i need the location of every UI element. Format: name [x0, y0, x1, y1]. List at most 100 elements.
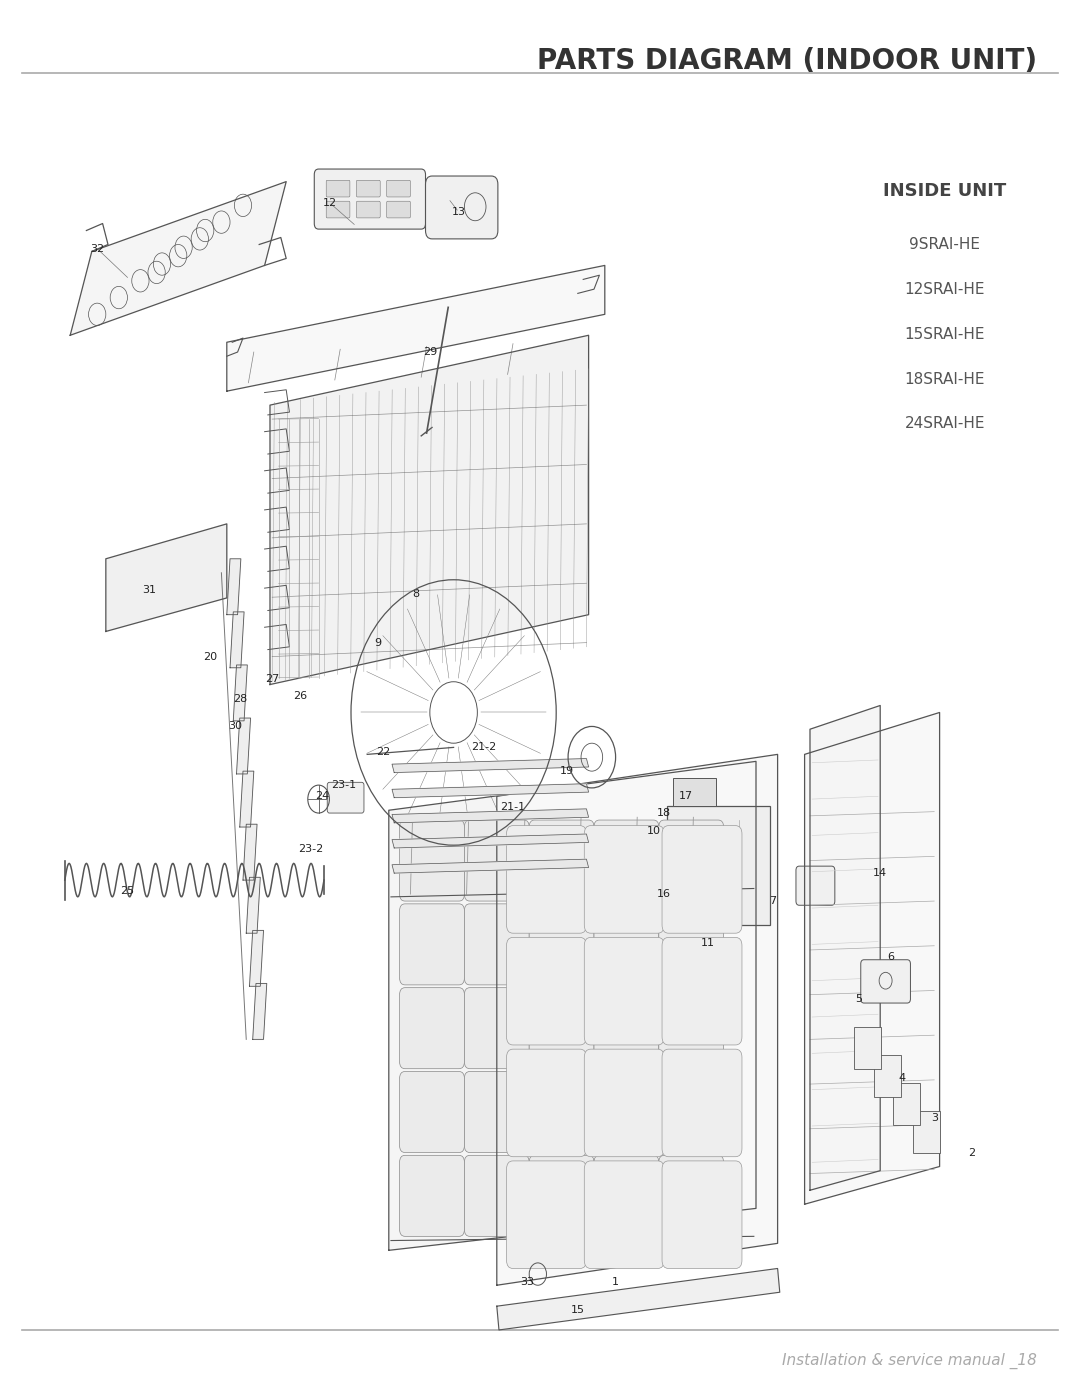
Text: 2: 2 [969, 1147, 975, 1158]
Text: 14: 14 [873, 868, 888, 879]
Text: 24SRAI-HE: 24SRAI-HE [905, 416, 985, 432]
Polygon shape [246, 877, 260, 933]
FancyBboxPatch shape [356, 180, 380, 197]
Polygon shape [106, 524, 227, 631]
Text: PARTS DIAGRAM (INDOOR UNIT): PARTS DIAGRAM (INDOOR UNIT) [537, 47, 1037, 75]
FancyBboxPatch shape [387, 180, 410, 197]
Polygon shape [253, 983, 267, 1039]
FancyBboxPatch shape [673, 778, 716, 806]
Polygon shape [227, 265, 605, 391]
FancyBboxPatch shape [659, 820, 724, 901]
Text: 6: 6 [888, 951, 894, 963]
Text: 23-1: 23-1 [330, 780, 356, 791]
Text: 13: 13 [453, 207, 465, 218]
FancyBboxPatch shape [662, 826, 742, 933]
FancyBboxPatch shape [464, 988, 529, 1069]
Text: 9SRAI-HE: 9SRAI-HE [909, 237, 981, 253]
Polygon shape [233, 665, 247, 721]
Polygon shape [392, 784, 589, 798]
FancyBboxPatch shape [659, 1071, 724, 1153]
Text: 28: 28 [232, 693, 247, 704]
Text: 11: 11 [701, 937, 714, 949]
FancyBboxPatch shape [356, 201, 380, 218]
Text: 33: 33 [521, 1277, 534, 1288]
Text: 18: 18 [657, 807, 672, 819]
Polygon shape [392, 809, 589, 823]
Text: 7: 7 [769, 895, 775, 907]
FancyBboxPatch shape [584, 1161, 664, 1268]
Polygon shape [389, 761, 756, 1250]
Text: 5: 5 [855, 993, 862, 1004]
FancyBboxPatch shape [507, 937, 586, 1045]
Text: 23-2: 23-2 [298, 844, 324, 855]
FancyBboxPatch shape [594, 1155, 659, 1236]
FancyBboxPatch shape [326, 201, 350, 218]
FancyBboxPatch shape [667, 806, 770, 925]
FancyBboxPatch shape [400, 1071, 464, 1153]
FancyBboxPatch shape [400, 820, 464, 901]
Text: 30: 30 [229, 721, 242, 732]
Polygon shape [70, 182, 286, 335]
Text: 27: 27 [265, 673, 280, 685]
Polygon shape [810, 705, 880, 1190]
FancyBboxPatch shape [400, 904, 464, 985]
FancyBboxPatch shape [327, 782, 364, 813]
Polygon shape [240, 771, 254, 827]
Text: 3: 3 [931, 1112, 937, 1123]
Text: 21-2: 21-2 [471, 742, 497, 753]
FancyBboxPatch shape [893, 1083, 920, 1125]
Text: 18SRAI-HE: 18SRAI-HE [905, 372, 985, 387]
FancyBboxPatch shape [662, 1161, 742, 1268]
FancyBboxPatch shape [464, 904, 529, 985]
Text: 22: 22 [376, 746, 391, 757]
FancyBboxPatch shape [594, 988, 659, 1069]
Text: 31: 31 [143, 584, 156, 595]
Text: 10: 10 [647, 826, 660, 837]
FancyBboxPatch shape [400, 1155, 464, 1236]
FancyBboxPatch shape [529, 904, 594, 985]
FancyBboxPatch shape [387, 201, 410, 218]
FancyBboxPatch shape [584, 826, 664, 933]
Text: 15SRAI-HE: 15SRAI-HE [905, 327, 985, 342]
Polygon shape [243, 824, 257, 880]
FancyBboxPatch shape [874, 1055, 901, 1097]
FancyBboxPatch shape [529, 1155, 594, 1236]
FancyBboxPatch shape [529, 988, 594, 1069]
FancyBboxPatch shape [584, 1049, 664, 1157]
Text: 9: 9 [375, 637, 381, 648]
Text: 20: 20 [203, 651, 218, 662]
Text: 1: 1 [612, 1277, 619, 1288]
Text: 12SRAI-HE: 12SRAI-HE [905, 282, 985, 298]
FancyBboxPatch shape [796, 866, 835, 905]
Polygon shape [497, 754, 778, 1285]
FancyBboxPatch shape [594, 904, 659, 985]
FancyBboxPatch shape [854, 1027, 881, 1069]
FancyBboxPatch shape [507, 1161, 586, 1268]
Polygon shape [392, 859, 589, 873]
Polygon shape [392, 834, 589, 848]
FancyBboxPatch shape [529, 820, 594, 901]
Text: 17: 17 [678, 791, 693, 802]
Polygon shape [237, 718, 251, 774]
Polygon shape [227, 559, 241, 615]
Text: 29: 29 [422, 346, 437, 358]
FancyBboxPatch shape [464, 1155, 529, 1236]
Text: 12: 12 [322, 197, 337, 208]
Text: Installation & service manual _18: Installation & service manual _18 [782, 1352, 1037, 1369]
Text: 15: 15 [571, 1305, 584, 1316]
Polygon shape [392, 759, 589, 773]
Text: 8: 8 [413, 588, 419, 599]
FancyBboxPatch shape [584, 937, 664, 1045]
Text: 16: 16 [658, 888, 671, 900]
Text: 21-1: 21-1 [500, 802, 526, 813]
Polygon shape [497, 1268, 780, 1330]
FancyBboxPatch shape [662, 1049, 742, 1157]
FancyBboxPatch shape [464, 820, 529, 901]
Polygon shape [249, 930, 264, 986]
Text: INSIDE UNIT: INSIDE UNIT [883, 182, 1007, 200]
FancyBboxPatch shape [529, 1071, 594, 1153]
Text: 32: 32 [90, 243, 105, 254]
FancyBboxPatch shape [426, 176, 498, 239]
Polygon shape [230, 612, 244, 668]
Text: 26: 26 [293, 690, 308, 701]
